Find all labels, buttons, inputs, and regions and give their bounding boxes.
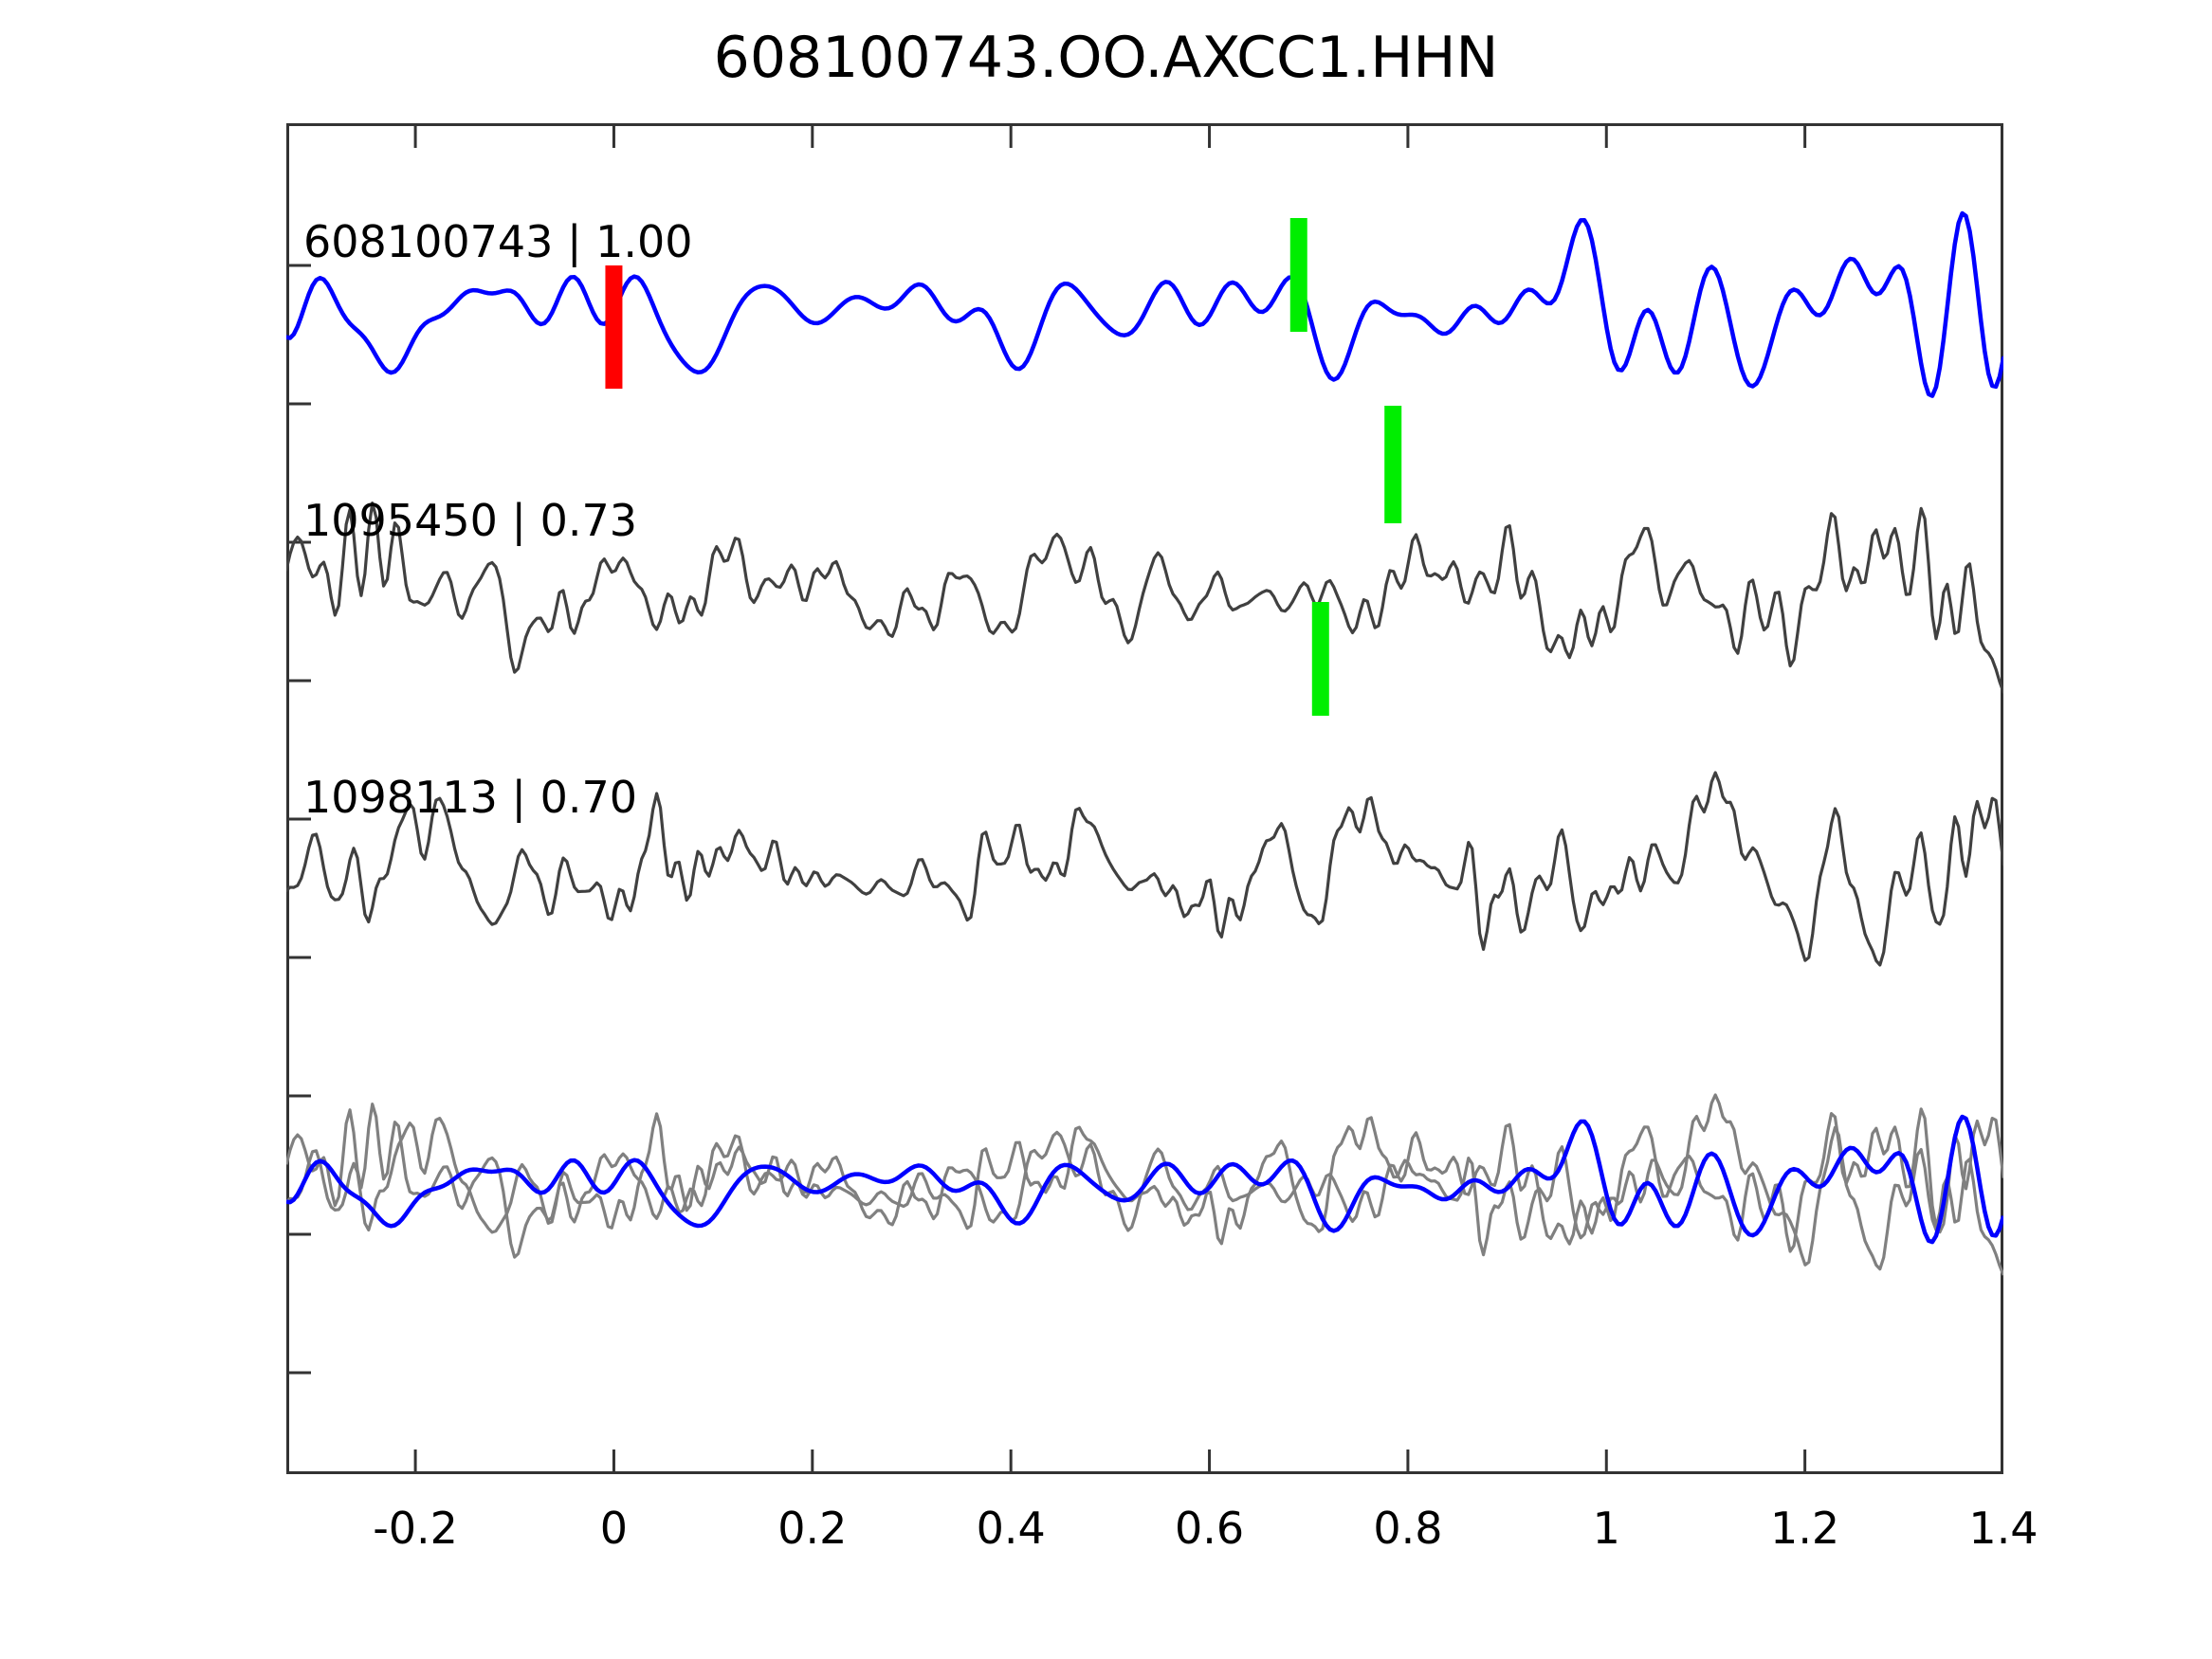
x-tick-label-3: 0.4 — [976, 1503, 1046, 1554]
waveform-trace-608100743 — [286, 210, 2003, 398]
x-tick-label-1: 0 — [599, 1503, 629, 1554]
trace-label-0: 608100743 | 1.00 — [303, 216, 693, 267]
waveform-trace-1095450 — [286, 501, 2003, 694]
x-tick-label-6: 1 — [1592, 1503, 1620, 1554]
arrival-marker-1095450 — [1384, 406, 1402, 523]
waveform-plot-svg — [286, 123, 2003, 1474]
x-tick-label-5: 0.8 — [1373, 1503, 1443, 1554]
arrival-marker-608100743 — [1289, 218, 1307, 332]
x-tick-label-8: 1.4 — [1968, 1503, 2038, 1554]
trace-label-2: 1098113 | 0.70 — [303, 772, 638, 823]
stack-overlay-1095450 — [286, 1103, 2003, 1276]
x-tick-label-2: 0.2 — [777, 1503, 848, 1554]
plot-area: 608100743 | 1.00 1095450 | 0.73 1098113 … — [286, 123, 2003, 1474]
x-tick-label-7: 1.2 — [1770, 1503, 1840, 1554]
x-tick-label-0: -0.2 — [373, 1503, 458, 1554]
trace-label-1: 1095450 | 0.73 — [303, 495, 638, 546]
x-tick-label-4: 0.6 — [1174, 1503, 1245, 1554]
pick-marker-608100743 — [605, 265, 623, 389]
page-title: 608100743.OO.AXCC1.HHN — [713, 25, 1499, 91]
arrival-marker-1098113 — [1311, 602, 1329, 716]
stack-overlay-1098113 — [286, 1093, 2003, 1271]
stack-overlay-608100743 — [286, 1114, 2003, 1245]
waveform-trace-1098113 — [286, 771, 2003, 967]
